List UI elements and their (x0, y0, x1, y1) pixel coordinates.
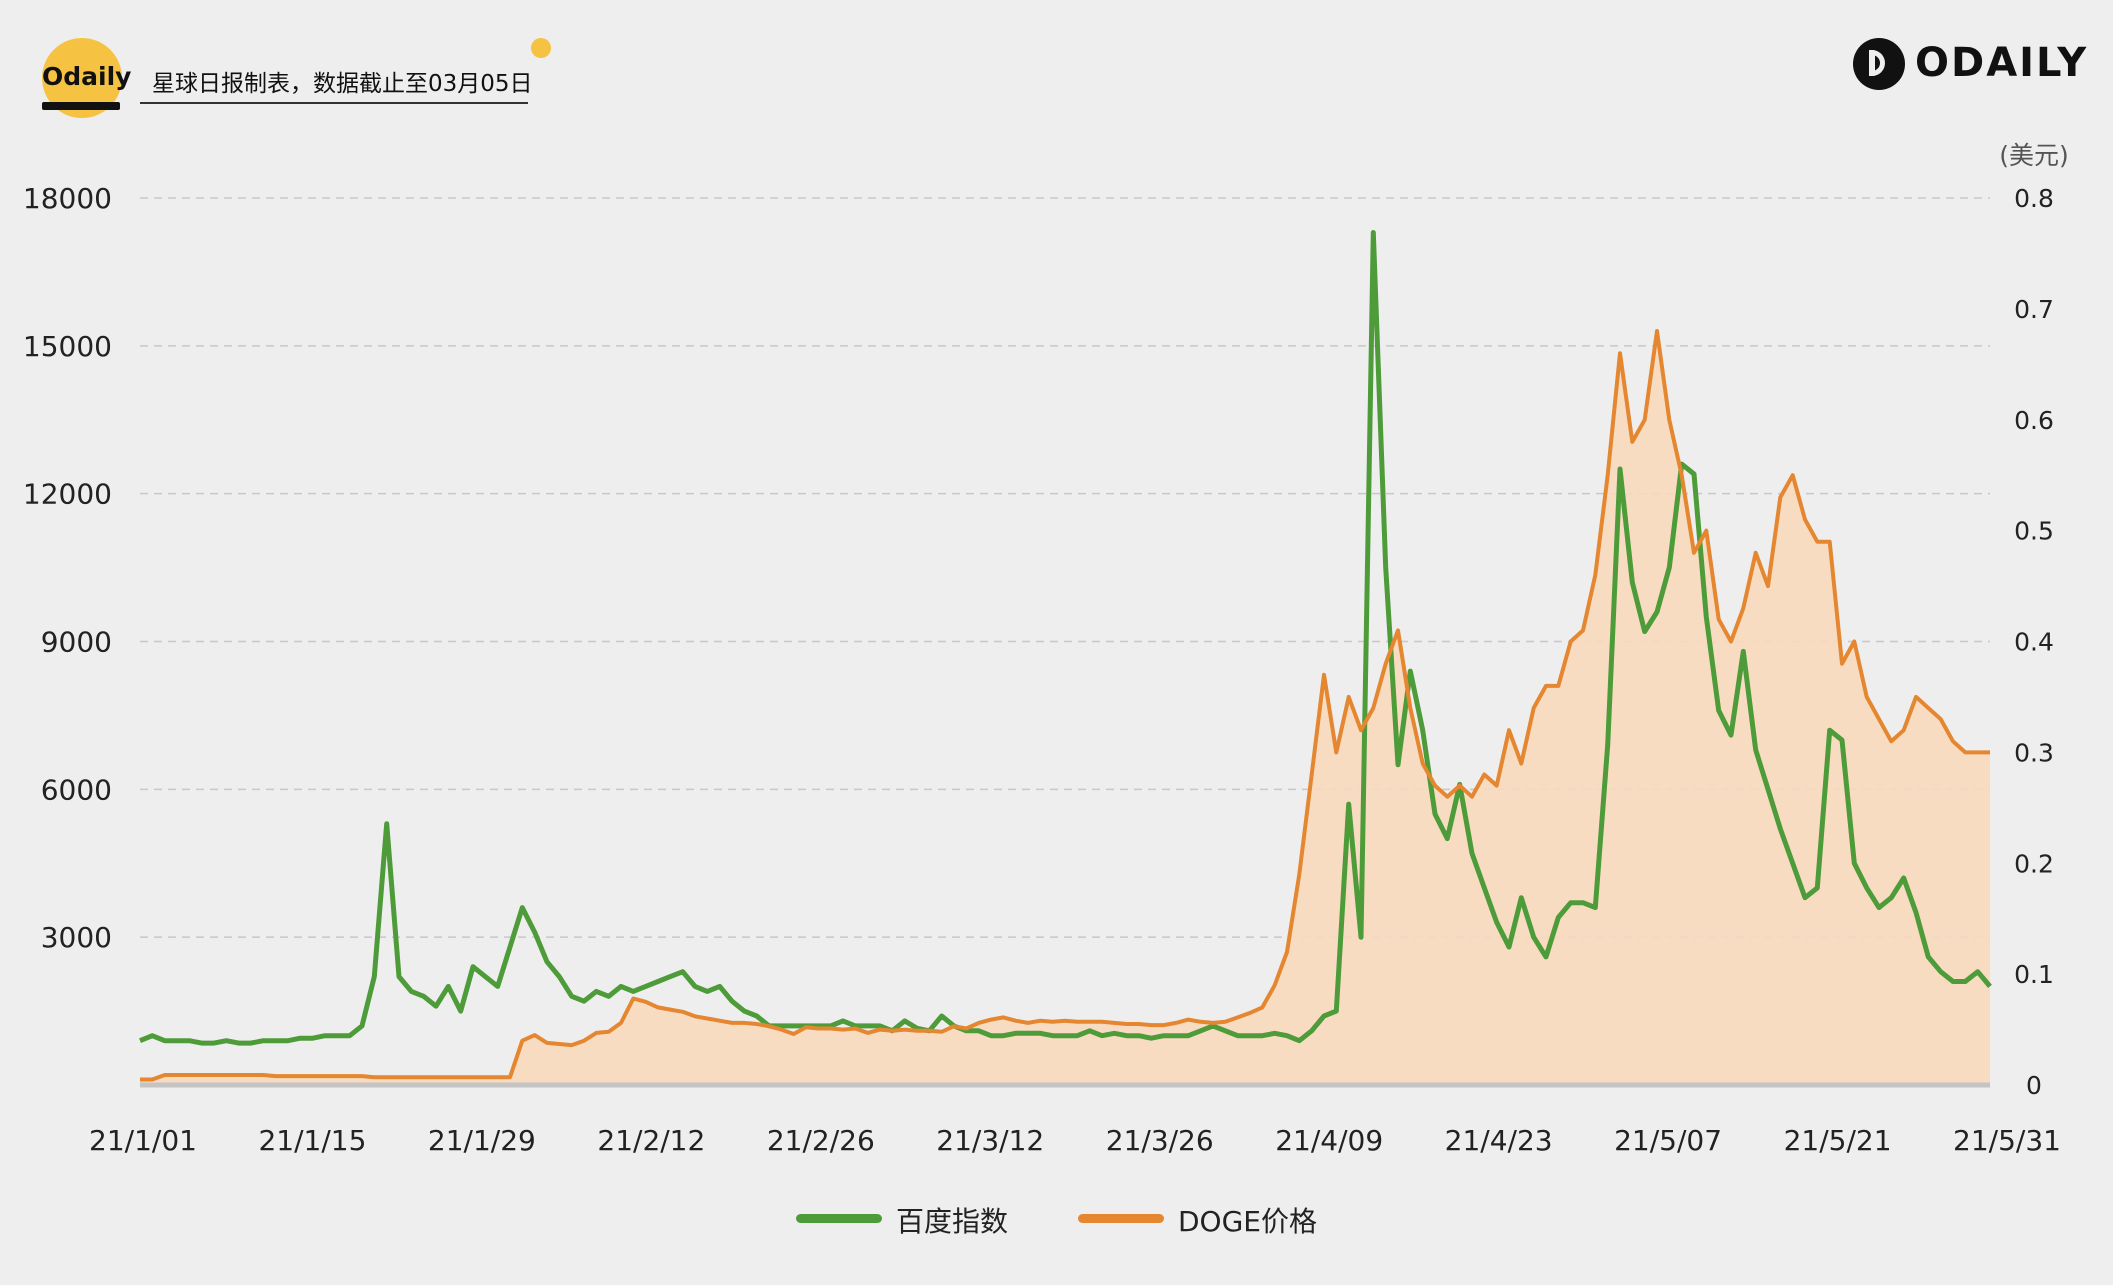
legend-label-doge: DOGE价格 (1178, 1205, 1317, 1238)
odaily-logo-icon (1853, 38, 1905, 90)
legend: 百度指数 DOGE价格 (0, 1198, 2113, 1238)
right-tick-label: 0.5 (2014, 517, 2054, 546)
x-tick-label: 21/2/26 (767, 1124, 875, 1157)
legend-swatch-baidu (796, 1214, 882, 1223)
x-tick-label: 21/1/15 (258, 1124, 366, 1157)
left-tick-label: 3000 (41, 921, 112, 954)
brand-underline (42, 102, 120, 110)
left-tick-label: 12000 (23, 478, 112, 511)
right-tick-label: 0.1 (2014, 960, 2054, 989)
x-tick-label: 21/2/12 (597, 1124, 705, 1157)
subtitle-underline (140, 102, 528, 104)
left-axis: 18000 15000 12000 9000 6000 3000 (23, 182, 112, 954)
right-tick-label: 0.2 (2014, 849, 2054, 878)
brand-dot (531, 38, 551, 58)
x-tick-label: 21/5/31 (1953, 1124, 2061, 1157)
x-tick-label: 21/4/09 (1275, 1124, 1383, 1157)
chart-source-note: 星球日报制表，数据截止至03月05日 (152, 71, 533, 97)
x-tick-label: 21/3/12 (936, 1124, 1044, 1157)
doge-price-area (140, 331, 1990, 1085)
x-tick-label: 21/1/29 (428, 1124, 536, 1157)
odaily-logo-text: ODAILY (1915, 40, 2089, 86)
baidu-index-line (139, 230, 1992, 1046)
doge-price-line (140, 329, 1990, 1082)
right-tick-label: 0.6 (2014, 406, 2054, 435)
x-tick-label: 21/1/01 (89, 1124, 197, 1157)
right-tick-label: 0.7 (2014, 295, 2054, 324)
x-axis: 21/1/01 21/1/15 21/1/29 21/2/12 21/2/26 21/3/… (89, 1124, 2061, 1157)
right-axis: 0.8 0.7 0.6 0.5 0.4 0.3 0.2 0.1 0 (2014, 184, 2054, 1100)
x-tick-label: 21/5/21 (1784, 1124, 1892, 1157)
left-tick-label: 6000 (41, 773, 112, 806)
left-tick-label: 18000 (23, 182, 112, 215)
right-tick-label: 0.3 (2014, 738, 2054, 767)
legend-label-baidu: 百度指数 (896, 1205, 1009, 1238)
x-tick-label: 21/4/23 (1445, 1124, 1553, 1157)
right-tick-label: 0.8 (2014, 184, 2054, 213)
left-tick-label: 9000 (41, 626, 112, 659)
x-tick-label: 21/5/07 (1614, 1124, 1722, 1157)
left-tick-label: 15000 (23, 330, 112, 363)
right-tick-label: 0.4 (2014, 628, 2054, 657)
legend-swatch-doge (1078, 1214, 1164, 1223)
x-tick-label: 21/3/26 (1106, 1124, 1214, 1157)
right-tick-label: 0 (2026, 1071, 2042, 1100)
right-axis-unit-label: (美元) (1999, 141, 2069, 170)
gridlines (140, 197, 1990, 938)
brand-name: Odaily (42, 62, 132, 91)
